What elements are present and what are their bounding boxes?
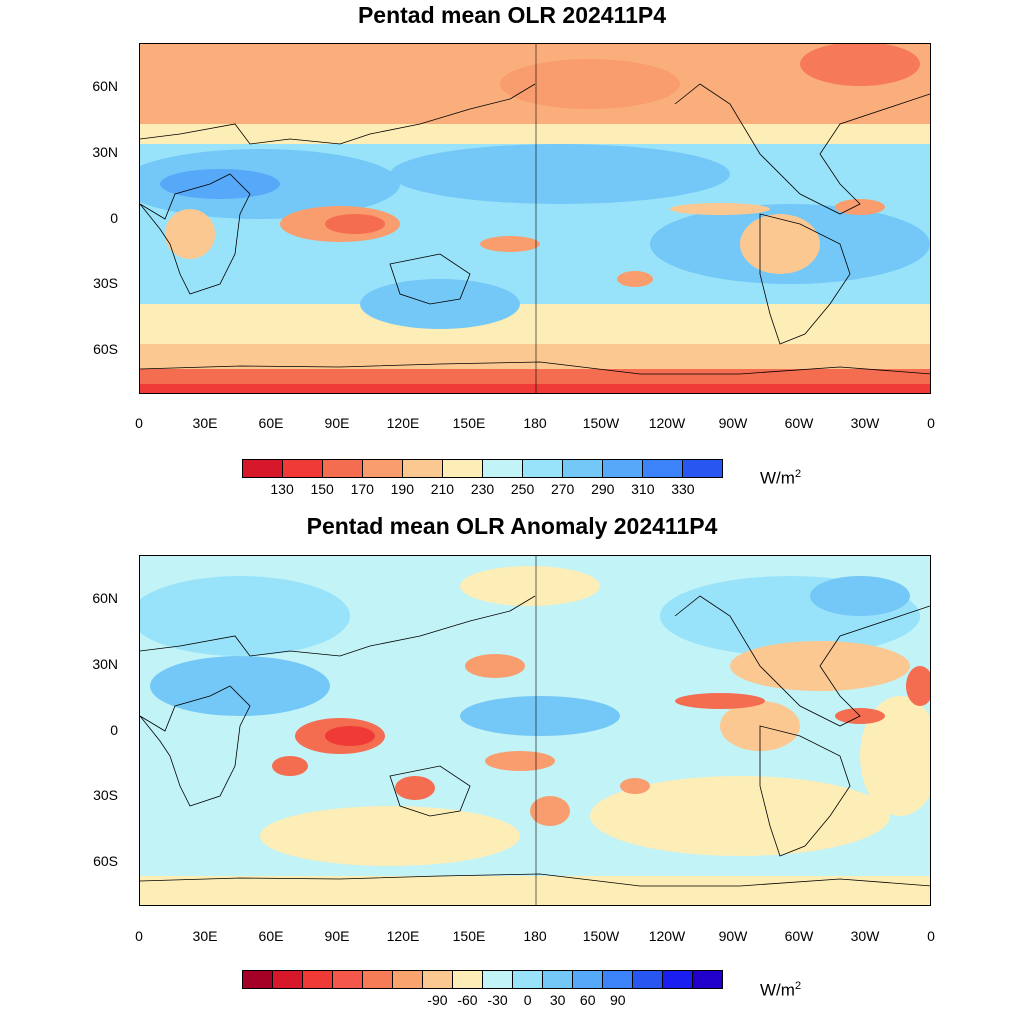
lon-label: 0 — [135, 928, 143, 944]
lat-label-eq: 0 — [110, 210, 118, 226]
colorbar-label: 90 — [609, 992, 626, 1008]
lat-label-30s: 30S — [93, 275, 118, 291]
lon-label: 60E — [258, 928, 284, 944]
colorbar-label: -60 — [457, 992, 478, 1008]
lon-label: 150W — [582, 928, 620, 944]
lat2-label-60n: 60N — [92, 590, 118, 606]
colorbar-label: 270 — [550, 481, 575, 497]
lon-label: 90W — [718, 415, 748, 431]
colorbar-box — [303, 971, 333, 988]
lon-label: 90W — [718, 928, 748, 944]
colorbar-label: 60 — [579, 992, 596, 1008]
colorbar-box — [323, 460, 363, 477]
lon-label: 30W — [850, 928, 880, 944]
panel1-colorbar — [242, 459, 723, 478]
lat2-label-30s: 30S — [93, 787, 118, 803]
lon-label: 0 — [135, 415, 143, 431]
colorbar-box — [333, 971, 363, 988]
lat-label-30n: 30N — [92, 144, 118, 160]
colorbar-box — [423, 971, 453, 988]
lat-label-60n: 60N — [92, 78, 118, 94]
colorbar-box — [363, 460, 403, 477]
colorbar-box — [483, 971, 513, 988]
lon-label: 60W — [784, 928, 814, 944]
colorbar-box — [543, 971, 573, 988]
lon-label: 30E — [192, 928, 218, 944]
colorbar-label: 170 — [350, 481, 374, 497]
olr-map-field — [140, 44, 930, 393]
lon-label: 0 — [927, 415, 935, 431]
lon-label: 30W — [850, 415, 880, 431]
colorbar-box — [603, 971, 633, 988]
colorbar-box — [643, 460, 683, 477]
lon-label: 30E — [192, 415, 218, 431]
colorbar-box — [663, 971, 693, 988]
lon-label: 120W — [648, 415, 686, 431]
colorbar-box — [243, 971, 273, 988]
olr-anomaly-map-field — [140, 556, 930, 905]
colorbar-box — [693, 971, 722, 988]
colorbar-box — [483, 460, 523, 477]
colorbar-box — [453, 971, 483, 988]
colorbar-box — [683, 460, 722, 477]
lon-label: 60W — [784, 415, 814, 431]
colorbar-box — [573, 971, 603, 988]
colorbar-box — [363, 971, 393, 988]
lon-label: 150W — [582, 415, 620, 431]
lon-label: 90E — [324, 928, 350, 944]
colorbar-label: 330 — [671, 481, 695, 497]
panel2-units: W/m2 — [760, 980, 802, 1000]
lon-label: 90E — [324, 415, 350, 431]
lon-label: 180 — [523, 928, 547, 944]
colorbar-box — [603, 460, 643, 477]
lon-label: 120E — [386, 415, 420, 431]
colorbar-label: 310 — [631, 481, 655, 497]
colorbar-label: 30 — [549, 992, 566, 1008]
colorbar-box — [523, 460, 563, 477]
panel2-title: Pentad mean OLR Anomaly 202411P4 — [306, 513, 718, 539]
panel2-colorbar — [242, 970, 723, 989]
colorbar-label: -90 — [427, 992, 448, 1008]
colorbar-label: 130 — [270, 481, 294, 497]
colorbar-box — [403, 460, 443, 477]
colorbar-box — [513, 971, 543, 988]
colorbar-label: 210 — [430, 481, 455, 497]
lon-label: 150E — [452, 415, 486, 431]
colorbar-label: 190 — [390, 481, 414, 497]
olr-anomaly-map — [139, 555, 931, 906]
colorbar-label: -30 — [487, 992, 508, 1008]
lat2-label-30n: 30N — [92, 656, 118, 672]
colorbar-box — [443, 460, 483, 477]
lon-label: 150E — [452, 928, 486, 944]
colorbar-box — [563, 460, 603, 477]
lat2-label-eq: 0 — [110, 722, 118, 738]
colorbar-box — [633, 971, 663, 988]
panel1-units: W/m2 — [760, 468, 802, 488]
panel1-title: Pentad mean OLR 202411P4 — [357, 2, 667, 28]
colorbar-label: 0 — [523, 992, 532, 1008]
lat2-label-60s: 60S — [93, 853, 118, 869]
colorbar-label: 290 — [591, 481, 615, 497]
colorbar-box — [393, 971, 423, 988]
lat-label-60s: 60S — [93, 341, 118, 357]
lon-label: 180 — [523, 415, 547, 431]
colorbar-label: 250 — [510, 481, 535, 497]
lon-label: 120W — [648, 928, 686, 944]
colorbar-box — [243, 460, 283, 477]
colorbar-box — [283, 460, 323, 477]
olr-map — [139, 43, 931, 394]
colorbar-label: 150 — [310, 481, 334, 497]
colorbar-label: 230 — [470, 481, 495, 497]
lon-label: 120E — [386, 928, 420, 944]
lon-label: 0 — [927, 928, 935, 944]
lon-label: 60E — [258, 415, 284, 431]
colorbar-box — [273, 971, 303, 988]
